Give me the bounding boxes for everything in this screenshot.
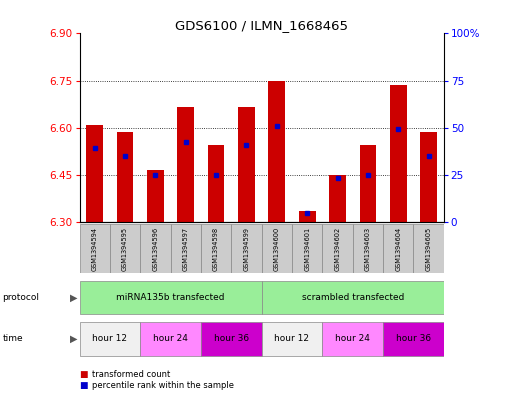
Bar [140, 224, 170, 273]
Text: ■: ■ [80, 370, 88, 378]
Text: scrambled transfected: scrambled transfected [302, 293, 404, 302]
Text: GSM1394597: GSM1394597 [183, 226, 189, 271]
Bar [262, 281, 444, 314]
Text: hour 24: hour 24 [153, 334, 188, 343]
Text: transformed count: transformed count [92, 370, 171, 378]
Text: GSM1394595: GSM1394595 [122, 226, 128, 271]
Bar [390, 85, 407, 222]
Bar [238, 107, 255, 222]
Bar [262, 322, 322, 356]
Bar [110, 224, 140, 273]
Bar [420, 132, 437, 222]
Bar [292, 224, 322, 273]
Text: percentile rank within the sample: percentile rank within the sample [92, 382, 234, 390]
Bar [147, 170, 164, 222]
Text: GSM1394601: GSM1394601 [304, 226, 310, 271]
Bar [170, 224, 201, 273]
Text: GSM1394600: GSM1394600 [274, 226, 280, 271]
Bar [86, 125, 103, 222]
Text: GSM1394598: GSM1394598 [213, 226, 219, 271]
Bar [201, 224, 231, 273]
Text: hour 12: hour 12 [92, 334, 127, 343]
Text: GSM1394596: GSM1394596 [152, 226, 159, 271]
Text: time: time [3, 334, 23, 343]
Text: hour 36: hour 36 [214, 334, 249, 343]
Bar [383, 322, 444, 356]
Text: GSM1394599: GSM1394599 [244, 227, 249, 270]
Bar [383, 224, 413, 273]
Text: GSM1394604: GSM1394604 [395, 226, 401, 271]
Bar [140, 322, 201, 356]
Text: GSM1394605: GSM1394605 [426, 226, 431, 271]
Bar [268, 81, 285, 222]
Text: GSM1394603: GSM1394603 [365, 226, 371, 271]
Bar [329, 175, 346, 222]
Bar [80, 224, 110, 273]
Text: ▶: ▶ [70, 293, 78, 303]
Text: miRNA135b transfected: miRNA135b transfected [116, 293, 225, 302]
Text: GSM1394594: GSM1394594 [92, 226, 97, 271]
Text: protocol: protocol [3, 293, 40, 302]
Title: GDS6100 / ILMN_1668465: GDS6100 / ILMN_1668465 [175, 19, 348, 32]
Bar [299, 211, 315, 222]
Bar [413, 224, 444, 273]
Bar [80, 281, 262, 314]
Text: GSM1394602: GSM1394602 [334, 226, 341, 271]
Bar [201, 322, 262, 356]
Bar [231, 224, 262, 273]
Bar [177, 107, 194, 222]
Bar [353, 224, 383, 273]
Text: ■: ■ [80, 382, 88, 390]
Bar [208, 145, 225, 222]
Bar [322, 224, 353, 273]
Bar [116, 132, 133, 222]
Bar [80, 322, 140, 356]
Text: hour 12: hour 12 [274, 334, 309, 343]
Bar [360, 145, 376, 222]
Text: ▶: ▶ [70, 334, 78, 344]
Bar [262, 224, 292, 273]
Bar [322, 322, 383, 356]
Text: hour 36: hour 36 [396, 334, 431, 343]
Text: hour 24: hour 24 [336, 334, 370, 343]
